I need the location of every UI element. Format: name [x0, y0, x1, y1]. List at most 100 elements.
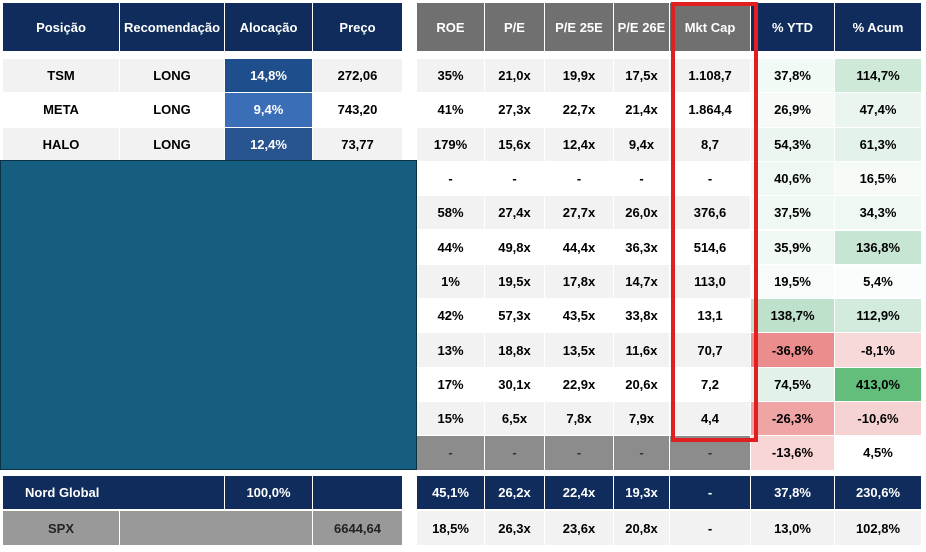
header-cell: Preço	[313, 3, 402, 51]
ticker-cell: META	[3, 93, 119, 127]
mkt-cap-cell: -	[670, 436, 750, 470]
price-cell: 73,77	[313, 127, 402, 161]
roe-cell: -	[417, 161, 484, 196]
mkt-cap-cell: 4,4	[670, 402, 750, 436]
mkt-cap-cell: 113,0	[670, 264, 750, 299]
header-cell: P/E	[485, 3, 544, 51]
pe-25e-cell: -	[545, 436, 613, 470]
fund-pe-26e-cell: 19,3x	[614, 476, 669, 509]
pe-25e-cell: 43,5x	[545, 299, 613, 333]
price-cell: 272,06	[313, 59, 402, 93]
mkt-cap-cell: 376,6	[670, 196, 750, 230]
benchmark-ytd-cell: 13,0%	[751, 511, 834, 545]
acum-cell: 4,5%	[835, 436, 921, 470]
roe-cell: 15%	[417, 402, 484, 436]
pe-cell: -	[485, 161, 544, 196]
acum-cell: 34,3%	[835, 196, 921, 230]
mkt-cap-cell: 70,7	[670, 333, 750, 367]
allocation-cell: 14,8%	[225, 59, 312, 93]
mkt-cap-cell: 1.864,4	[670, 93, 750, 127]
ytd-cell: 54,3%	[751, 127, 834, 161]
acum-cell: 47,4%	[835, 93, 921, 127]
ytd-cell: 19,5%	[751, 264, 834, 299]
pe-26e-cell: -	[614, 161, 669, 196]
pe-26e-cell: 20,6x	[614, 367, 669, 401]
ytd-cell: -13,6%	[751, 436, 834, 470]
acum-cell: 136,8%	[835, 230, 921, 264]
pe-26e-cell: 33,8x	[614, 299, 669, 333]
ytd-cell: 37,5%	[751, 196, 834, 230]
roe-cell: 41%	[417, 93, 484, 127]
roe-cell: 35%	[417, 59, 484, 93]
roe-cell: 58%	[417, 196, 484, 230]
pe-cell: 57,3x	[485, 299, 544, 333]
roe-cell: 44%	[417, 230, 484, 264]
pe-26e-cell: 17,5x	[614, 59, 669, 93]
ytd-cell: 138,7%	[751, 299, 834, 333]
ticker-cell: HALO	[3, 127, 119, 161]
benchmark-name-cell: SPX	[3, 511, 119, 545]
pe-26e-cell: 36,3x	[614, 230, 669, 264]
header-cell: Alocação	[225, 3, 312, 51]
header-cell: P/E 26E	[614, 3, 669, 51]
price-cell: 743,20	[313, 93, 402, 127]
pe-25e-cell: 13,5x	[545, 333, 613, 367]
pe-cell: 30,1x	[485, 367, 544, 401]
pe-25e-cell: 19,9x	[545, 59, 613, 93]
ytd-cell: 37,8%	[751, 59, 834, 93]
fund-allocation-cell: 100,0%	[225, 476, 312, 509]
benchmark-mkt-cap-cell: -	[670, 511, 750, 545]
benchmark-pe-25e-cell: 23,6x	[545, 511, 613, 545]
fund-pe-cell: 26,2x	[485, 476, 544, 509]
ticker-cell: TSM	[3, 59, 119, 93]
acum-cell: 413,0%	[835, 367, 921, 401]
allocation-cell: 12,4%	[225, 127, 312, 161]
pe-cell: 27,3x	[485, 93, 544, 127]
redacted-area	[0, 160, 417, 470]
mkt-cap-cell: 8,7	[670, 127, 750, 161]
pe-26e-cell: 21,4x	[614, 93, 669, 127]
pe-25e-cell: 22,9x	[545, 367, 613, 401]
pe-26e-cell: 7,9x	[614, 402, 669, 436]
mkt-cap-cell: -	[670, 161, 750, 196]
pe-cell: 19,5x	[485, 264, 544, 299]
fund-pe-25e-cell: 22,4x	[545, 476, 613, 509]
fund-name-cell: Nord Global	[3, 476, 224, 509]
acum-cell: -8,1%	[835, 333, 921, 367]
pe-25e-cell: 12,4x	[545, 127, 613, 161]
ytd-cell: -36,8%	[751, 333, 834, 367]
pe-25e-cell: 22,7x	[545, 93, 613, 127]
acum-cell: 16,5%	[835, 161, 921, 196]
benchmark-blank-cell	[120, 511, 312, 545]
pe-26e-cell: -	[614, 436, 669, 470]
ytd-cell: 26,9%	[751, 93, 834, 127]
fund-roe-cell: 45,1%	[417, 476, 484, 509]
pe-cell: 15,6x	[485, 127, 544, 161]
allocation-cell: 9,4%	[225, 93, 312, 127]
pe-26e-cell: 9,4x	[614, 127, 669, 161]
pe-cell: 27,4x	[485, 196, 544, 230]
header-cell: % Acum	[835, 3, 921, 51]
pe-cell: -	[485, 436, 544, 470]
ytd-cell: -26,3%	[751, 402, 834, 436]
pe-cell: 21,0x	[485, 59, 544, 93]
header-cell: P/E 25E	[545, 3, 613, 51]
acum-cell: 5,4%	[835, 264, 921, 299]
header-cell: Recomendação	[120, 3, 224, 51]
fund-price-cell	[313, 476, 402, 509]
mkt-cap-cell: 13,1	[670, 299, 750, 333]
roe-cell: 1%	[417, 264, 484, 299]
roe-cell: 42%	[417, 299, 484, 333]
benchmark-pe-26e-cell: 20,8x	[614, 511, 669, 545]
pe-cell: 18,8x	[485, 333, 544, 367]
pe-25e-cell: -	[545, 161, 613, 196]
roe-cell: 13%	[417, 333, 484, 367]
ytd-cell: 40,6%	[751, 161, 834, 196]
recommendation-cell: LONG	[120, 127, 224, 161]
header-cell: ROE	[417, 3, 484, 51]
benchmark-roe-cell: 18,5%	[417, 511, 484, 545]
fund-ytd-cell: 37,8%	[751, 476, 834, 509]
roe-cell: -	[417, 436, 484, 470]
header-cell: Mkt Cap	[670, 3, 750, 51]
mkt-cap-cell: 7,2	[670, 367, 750, 401]
